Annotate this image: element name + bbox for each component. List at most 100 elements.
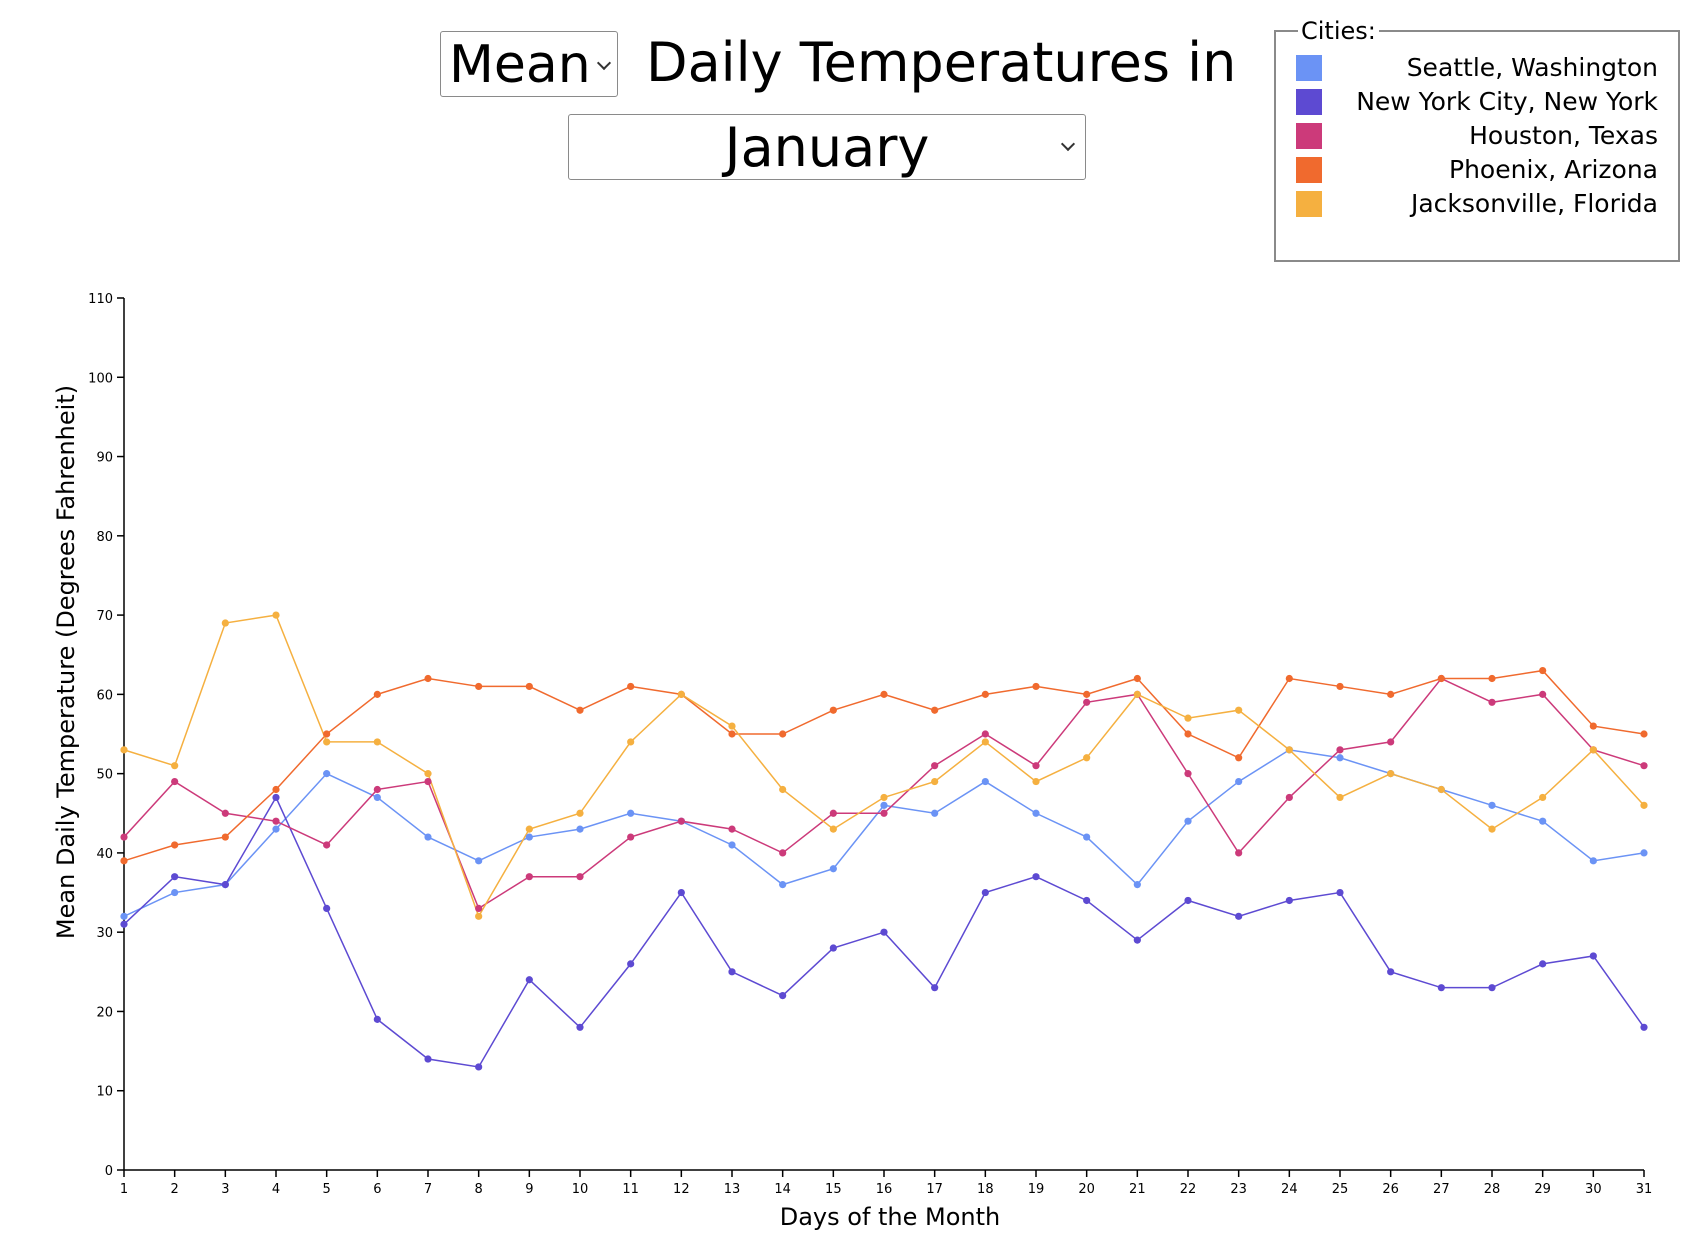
data-point [424, 674, 432, 683]
x-tick-label: 5 [323, 1182, 331, 1197]
data-point [1336, 888, 1344, 897]
data-point [1336, 746, 1344, 754]
x-tick-label: 2 [171, 1182, 179, 1197]
data-point [525, 833, 533, 841]
y-tick-label: 80 [96, 530, 113, 545]
y-tick-label: 40 [96, 847, 113, 862]
data-point [1640, 762, 1648, 770]
data-point [627, 960, 635, 968]
data-point [981, 888, 989, 897]
data-point [272, 817, 280, 825]
data-point [171, 777, 179, 786]
data-point [1539, 690, 1547, 698]
x-tick-label: 8 [475, 1182, 483, 1197]
data-point [1235, 777, 1243, 786]
data-point [272, 611, 280, 619]
data-point [323, 904, 331, 913]
data-point [1133, 936, 1141, 944]
data-point [1032, 873, 1040, 881]
data-point [1083, 896, 1091, 905]
legend-item-phoenix: Phoenix, Arizona [1276, 154, 1678, 186]
data-point [1488, 825, 1496, 833]
x-tick-label: 12 [673, 1182, 690, 1197]
data-point [931, 809, 939, 817]
data-point [1589, 746, 1597, 754]
data-point [424, 833, 432, 841]
data-point [829, 944, 837, 952]
data-point [1336, 793, 1344, 802]
data-point [525, 976, 533, 984]
data-point [1387, 738, 1395, 746]
data-point [475, 857, 483, 865]
data-point [627, 682, 635, 691]
data-point [576, 873, 584, 881]
data-point [120, 833, 128, 841]
data-point [1437, 785, 1445, 794]
data-point [1387, 968, 1395, 976]
x-tick-label: 17 [926, 1182, 943, 1197]
data-point [1184, 730, 1192, 738]
statistic-select[interactable]: Mean [440, 31, 618, 97]
statistic-select-value: Mean [449, 35, 591, 95]
data-point [576, 1023, 584, 1031]
data-point [171, 873, 179, 881]
legend-swatch [1296, 89, 1322, 115]
legend-item-new-york: New York City, New York [1276, 86, 1678, 118]
chart-title: Daily Temperatures in [646, 31, 1237, 94]
data-point [373, 690, 381, 698]
data-point [728, 722, 736, 730]
data-point [1133, 674, 1141, 683]
data-point [1083, 698, 1091, 706]
x-tick-label: 25 [1332, 1182, 1349, 1197]
x-tick-label: 7 [424, 1182, 432, 1197]
data-point [677, 817, 685, 825]
legend-label: New York City, New York [1356, 87, 1658, 116]
data-point [373, 785, 381, 794]
y-tick-label: 20 [96, 1005, 113, 1020]
data-point [1133, 690, 1141, 698]
x-tick-label: 9 [525, 1182, 533, 1197]
data-point [829, 865, 837, 873]
data-point [272, 825, 280, 833]
x-tick-label: 24 [1281, 1182, 1298, 1197]
data-point [1032, 809, 1040, 817]
data-point [1488, 801, 1496, 809]
data-point [1285, 746, 1293, 754]
data-point [981, 690, 989, 698]
x-tick-label: 15 [825, 1182, 842, 1197]
data-point [525, 825, 533, 833]
data-point [677, 888, 685, 897]
data-point [728, 730, 736, 738]
data-point [424, 770, 432, 778]
data-point [728, 841, 736, 849]
series-points [120, 611, 1648, 1071]
data-point [931, 762, 939, 770]
data-point [880, 793, 888, 802]
data-point [880, 801, 888, 809]
x-tick-label: 11 [622, 1182, 639, 1197]
series-lines [123, 614, 1645, 1068]
legend-title: Cities: [1298, 16, 1379, 46]
data-point [171, 841, 179, 849]
legend-swatch [1296, 123, 1322, 149]
x-tick-label: 20 [1078, 1182, 1095, 1197]
legend-label: Houston, Texas [1469, 121, 1658, 150]
data-point [221, 619, 229, 627]
data-point [1032, 762, 1040, 770]
data-point [1488, 674, 1496, 683]
data-point [1083, 754, 1091, 762]
y-tick-label: 10 [96, 1085, 113, 1100]
x-tick-label: 29 [1534, 1182, 1551, 1197]
data-point [1437, 984, 1445, 992]
legend-label: Jacksonville, Florida [1410, 189, 1658, 218]
data-point [1539, 960, 1547, 968]
data-point [1387, 770, 1395, 778]
data-point [981, 777, 989, 786]
x-tick-label: 31 [1636, 1182, 1653, 1197]
y-tick-label: 100 [88, 371, 113, 386]
x-tick-label: 19 [1028, 1182, 1045, 1197]
legend-label: Seattle, Washington [1406, 53, 1658, 82]
month-select[interactable]: January [568, 114, 1086, 180]
